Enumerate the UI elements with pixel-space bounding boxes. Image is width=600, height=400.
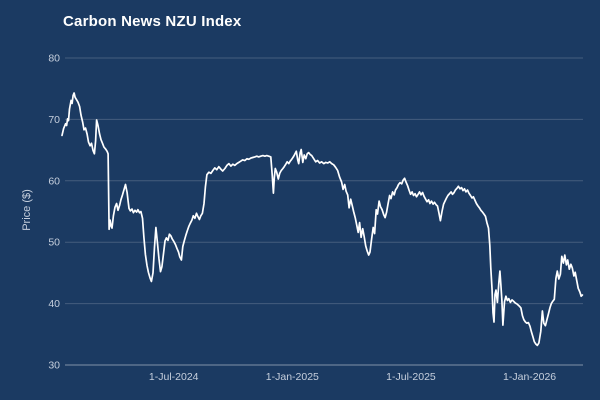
y-tick-70: 70 <box>48 114 60 126</box>
y-axis-tick-labels: 30 40 50 60 70 80 <box>48 53 60 372</box>
series-line-nzu-spot-price <box>61 92 584 347</box>
chart-title: Carbon News NZU Index <box>63 13 242 30</box>
x-tick-1-Jan-2025: 1-Jan-2025 <box>266 371 319 383</box>
y-tick-50: 50 <box>48 237 60 249</box>
price-series <box>61 92 584 347</box>
x-tick-1-Jan-2026: 1-Jan-2026 <box>503 371 556 383</box>
y-tick-60: 60 <box>48 175 60 187</box>
y-tick-40: 40 <box>48 298 60 310</box>
y-tick-30: 30 <box>48 360 60 372</box>
x-axis-tick-labels: 1-Jul-2024 1-Jan-2025 1-Jul-2025 1-Jan-2026 <box>149 371 556 383</box>
gridlines <box>65 57 583 366</box>
x-tick-1-Jul-2024: 1-Jul-2024 <box>149 371 199 383</box>
y-axis-title: Price ($) <box>21 189 33 231</box>
y-tick-80: 80 <box>48 53 60 65</box>
x-tick-1-Jul-2025: 1-Jul-2025 <box>386 371 436 383</box>
